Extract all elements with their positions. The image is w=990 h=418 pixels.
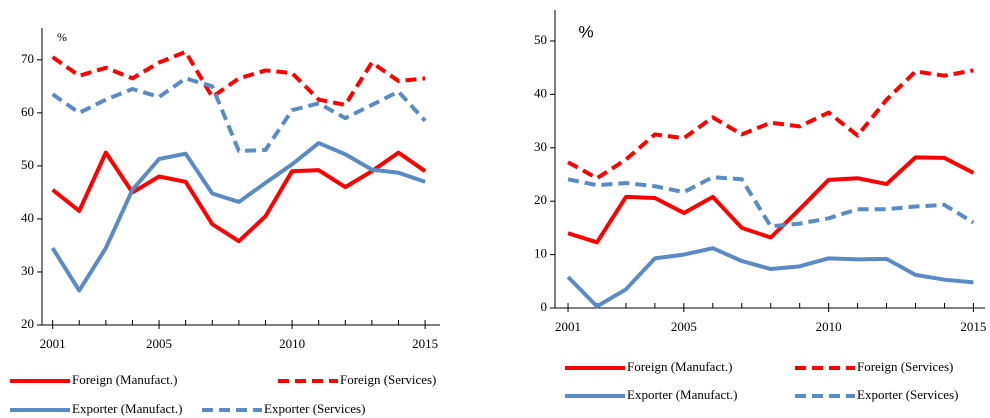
series-line [51, 150, 427, 244]
x-tick-label: 2005 [146, 336, 172, 351]
legend-label: Exporter (Manufact.) [72, 401, 182, 416]
y-tick-label: 40 [21, 210, 34, 225]
series-line [566, 246, 974, 309]
y-tick-label: 20 [21, 316, 34, 331]
legend-label: Foreign (Services) [340, 372, 436, 387]
legend-label: Exporter (Services) [857, 387, 958, 402]
legend-label: Foreign (Manufact.) [627, 359, 732, 374]
y-tick-label: 0 [541, 299, 548, 314]
series-line [567, 175, 975, 229]
legend-label: Exporter (Services) [264, 401, 365, 416]
x-tick-label: 2005 [671, 319, 697, 334]
x-tick-label: 2001 [40, 336, 66, 351]
legend-label: Exporter (Manufact.) [627, 387, 737, 402]
series-line [51, 76, 427, 154]
y-tick-label: 70 [21, 51, 34, 66]
x-tick-label: 2015 [960, 319, 986, 334]
y-tick-label: 50 [21, 157, 34, 172]
x-tick-label: 2001 [555, 319, 581, 334]
y-tick-label: 30 [21, 263, 34, 278]
y-tick-label: 30 [534, 139, 547, 154]
x-tick-label: 2010 [279, 336, 305, 351]
y-axis-label: % [57, 30, 67, 44]
y-tick-label: 20 [534, 192, 547, 207]
series-line [51, 49, 426, 107]
y-axis-label: % [578, 22, 593, 41]
y-tick-label: 40 [534, 85, 547, 100]
x-tick-label: 2010 [816, 319, 842, 334]
y-tick-label: 10 [534, 246, 547, 261]
legend-label: Foreign (Services) [857, 359, 953, 374]
y-tick-label: 50 [534, 32, 547, 47]
y-tick-label: 60 [21, 104, 34, 119]
x-tick-label: 2015 [412, 336, 438, 351]
legend-label: Foreign (Manufact.) [72, 372, 177, 387]
series-line [50, 141, 426, 293]
series-line [567, 155, 975, 245]
